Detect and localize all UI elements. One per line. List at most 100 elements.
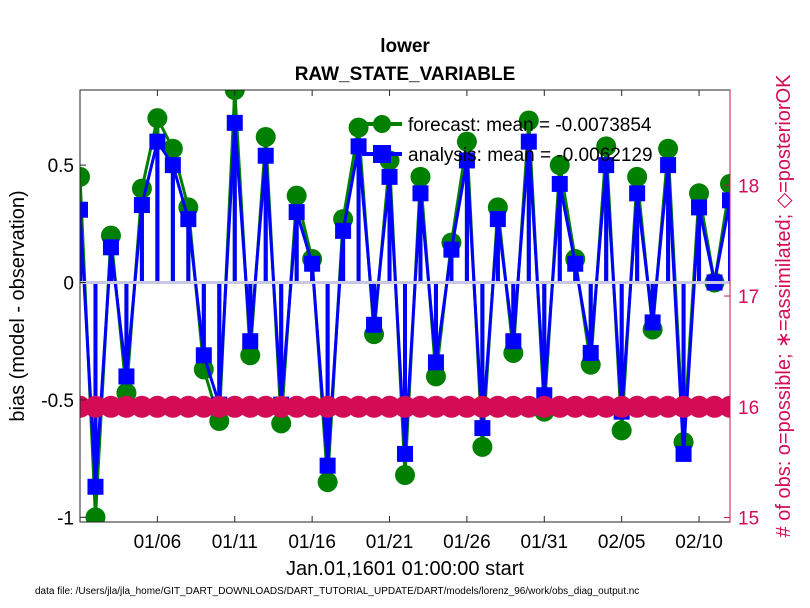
analysis-line-segment — [295, 211, 314, 265]
obs-count-point — [115, 395, 138, 418]
analysis-point — [722, 192, 730, 209]
analysis-point — [505, 333, 522, 350]
analysis-point — [133, 197, 150, 214]
obs-count-point — [223, 395, 246, 418]
obs-count-point — [316, 395, 339, 418]
x-tick-label: 02/10 — [675, 532, 723, 553]
obs-count-point — [502, 395, 525, 418]
y-tick-label: 0.5 — [48, 156, 74, 177]
y2-tick-label: 15 — [738, 509, 759, 530]
analysis-line-segment — [558, 183, 577, 265]
legend-forecast-label: forecast: mean = -0.0073854 — [408, 115, 652, 136]
obs-count-point — [161, 395, 184, 418]
analysis-line-segment — [465, 160, 484, 429]
analysis-line-segment — [573, 263, 593, 354]
analysis-line-segment — [279, 211, 299, 405]
x-tick-label: 01/21 — [366, 532, 414, 553]
analysis-line-segment — [372, 176, 392, 325]
forecast-point — [596, 136, 617, 157]
analysis-line-segment — [233, 122, 252, 342]
chart-title: lower — [380, 36, 430, 57]
analysis-line-segment — [326, 230, 345, 466]
forecast-point — [518, 110, 539, 131]
obs-count-point — [363, 395, 386, 418]
obs-count-point — [424, 395, 447, 418]
x-tick-label: 02/05 — [598, 532, 646, 553]
forecast-point — [348, 117, 369, 138]
analysis-point — [164, 157, 181, 174]
analysis-point — [675, 445, 692, 462]
obs-count-point — [486, 395, 509, 418]
obs-count-point — [626, 395, 649, 418]
legend-forecast-marker — [373, 115, 391, 133]
obs-count-point — [177, 395, 200, 418]
analysis-point — [242, 333, 259, 350]
forecast-point — [80, 166, 90, 187]
legend: forecast: mean = -0.0073854 analysis: me… — [362, 115, 653, 166]
analysis-point — [319, 457, 336, 474]
analysis-point — [381, 168, 398, 185]
analysis-point — [427, 354, 444, 371]
analysis-line-segment — [248, 155, 268, 342]
obs-count-point — [703, 395, 726, 418]
analysis-point — [551, 175, 568, 192]
x-tick-label: 01/06 — [134, 532, 182, 553]
analysis-point — [629, 185, 646, 202]
analysis-line-segment — [697, 207, 716, 283]
analysis-line-segment — [651, 164, 670, 323]
y-axis-label: bias (model - observation) — [7, 190, 29, 421]
obs-count-point — [130, 395, 153, 418]
obs-count-point — [332, 395, 355, 418]
analysis-line-segment — [140, 141, 159, 206]
forecast-point — [147, 108, 168, 129]
y2-tick-label: 17 — [738, 287, 759, 308]
analysis-point — [520, 133, 537, 150]
analysis-line-segment — [80, 209, 97, 487]
analysis-point — [102, 239, 119, 256]
obs-count-point — [610, 395, 633, 418]
analysis-point — [335, 222, 352, 239]
obs-count-point — [657, 395, 680, 418]
analysis-point — [118, 368, 135, 385]
obs-count-point — [208, 395, 231, 418]
analysis-line-segment — [449, 160, 469, 250]
analysis-line-segment — [542, 183, 562, 396]
analysis-point — [304, 255, 321, 272]
analysis-line-segment — [109, 247, 128, 377]
analysis-line-segment — [635, 193, 655, 323]
obs-count-point — [579, 395, 602, 418]
obs-count-point — [239, 395, 262, 418]
analysis-line-segment — [480, 219, 500, 429]
analysis-line-segment — [217, 122, 237, 405]
forecast-point — [456, 131, 477, 152]
forecast-point — [425, 366, 446, 387]
analysis-point — [582, 344, 599, 361]
analysis-line-segment — [186, 218, 206, 356]
y-tick-label: -0.5 — [41, 391, 74, 412]
analysis-point — [644, 314, 661, 331]
obs-count-point — [409, 395, 432, 418]
y-tick-label: -1 — [57, 508, 74, 529]
forecast-point — [611, 420, 632, 441]
obs-count-point — [347, 395, 370, 418]
obs-count-point — [533, 395, 556, 418]
x-tick-label: 01/16 — [288, 532, 336, 553]
forecast-point — [286, 185, 307, 206]
x-axis-label: Jan.01,1601 01:00:00 start — [286, 558, 524, 580]
forecast-point — [720, 173, 730, 194]
obs-count-point — [455, 395, 478, 418]
analysis-line-segment — [171, 164, 190, 220]
obs-count-point — [672, 395, 695, 418]
forecast-point — [255, 126, 276, 147]
analysis-point — [180, 211, 197, 228]
analysis-line-segment — [589, 165, 608, 354]
analysis-point — [567, 255, 584, 272]
y2-tick-label: 18 — [738, 176, 759, 197]
analysis-line-segment — [496, 218, 515, 342]
obs-count-point — [548, 395, 571, 418]
analysis-point — [458, 152, 475, 169]
y2-axis-label: # of obs: o=possible; ∗=assimilated; ◇=p… — [773, 74, 795, 538]
obs-count-point — [688, 395, 711, 418]
obs-count-point — [285, 395, 308, 418]
